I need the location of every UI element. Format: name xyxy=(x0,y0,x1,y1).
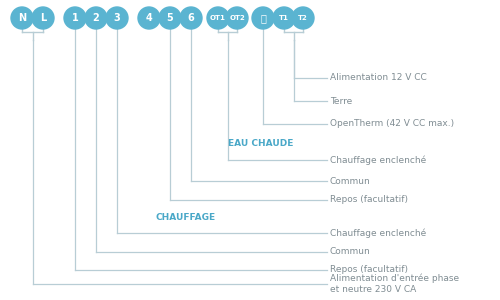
Text: Commun: Commun xyxy=(330,248,371,256)
Circle shape xyxy=(11,7,33,29)
Circle shape xyxy=(64,7,86,29)
Text: et neutre 230 V CA: et neutre 230 V CA xyxy=(330,286,416,295)
Text: CHAUFFAGE: CHAUFFAGE xyxy=(155,214,215,223)
Text: 5: 5 xyxy=(166,13,173,23)
Circle shape xyxy=(32,7,54,29)
Text: 2: 2 xyxy=(92,13,100,23)
Text: 3: 3 xyxy=(114,13,120,23)
Text: Repos (facultatif): Repos (facultatif) xyxy=(330,196,408,205)
Text: 4: 4 xyxy=(146,13,152,23)
Circle shape xyxy=(252,7,274,29)
Circle shape xyxy=(226,7,248,29)
Text: Chauffage enclenché: Chauffage enclenché xyxy=(330,228,426,238)
Circle shape xyxy=(106,7,128,29)
Text: OT2: OT2 xyxy=(229,15,245,21)
Circle shape xyxy=(180,7,202,29)
Circle shape xyxy=(207,7,229,29)
Text: 1: 1 xyxy=(72,13,78,23)
Text: EAU CHAUDE: EAU CHAUDE xyxy=(228,139,294,148)
Text: Repos (facultatif): Repos (facultatif) xyxy=(330,266,408,274)
Text: T1: T1 xyxy=(279,15,289,21)
Circle shape xyxy=(85,7,107,29)
Text: Commun: Commun xyxy=(330,176,371,185)
Text: OT1: OT1 xyxy=(210,15,226,21)
Text: OpenTherm (42 V CC max.): OpenTherm (42 V CC max.) xyxy=(330,119,454,128)
Text: T2: T2 xyxy=(298,15,308,21)
Text: 6: 6 xyxy=(188,13,194,23)
Text: L: L xyxy=(40,13,46,23)
Circle shape xyxy=(159,7,181,29)
Text: Alimentation d'entrée phase: Alimentation d'entrée phase xyxy=(330,273,459,283)
Text: ⏚: ⏚ xyxy=(260,13,266,23)
Text: N: N xyxy=(18,13,26,23)
Text: Alimentation 12 V CC: Alimentation 12 V CC xyxy=(330,74,427,82)
Text: Chauffage enclenché: Chauffage enclenché xyxy=(330,155,426,165)
Text: Terre: Terre xyxy=(330,97,352,106)
Circle shape xyxy=(138,7,160,29)
Circle shape xyxy=(273,7,295,29)
Circle shape xyxy=(292,7,314,29)
